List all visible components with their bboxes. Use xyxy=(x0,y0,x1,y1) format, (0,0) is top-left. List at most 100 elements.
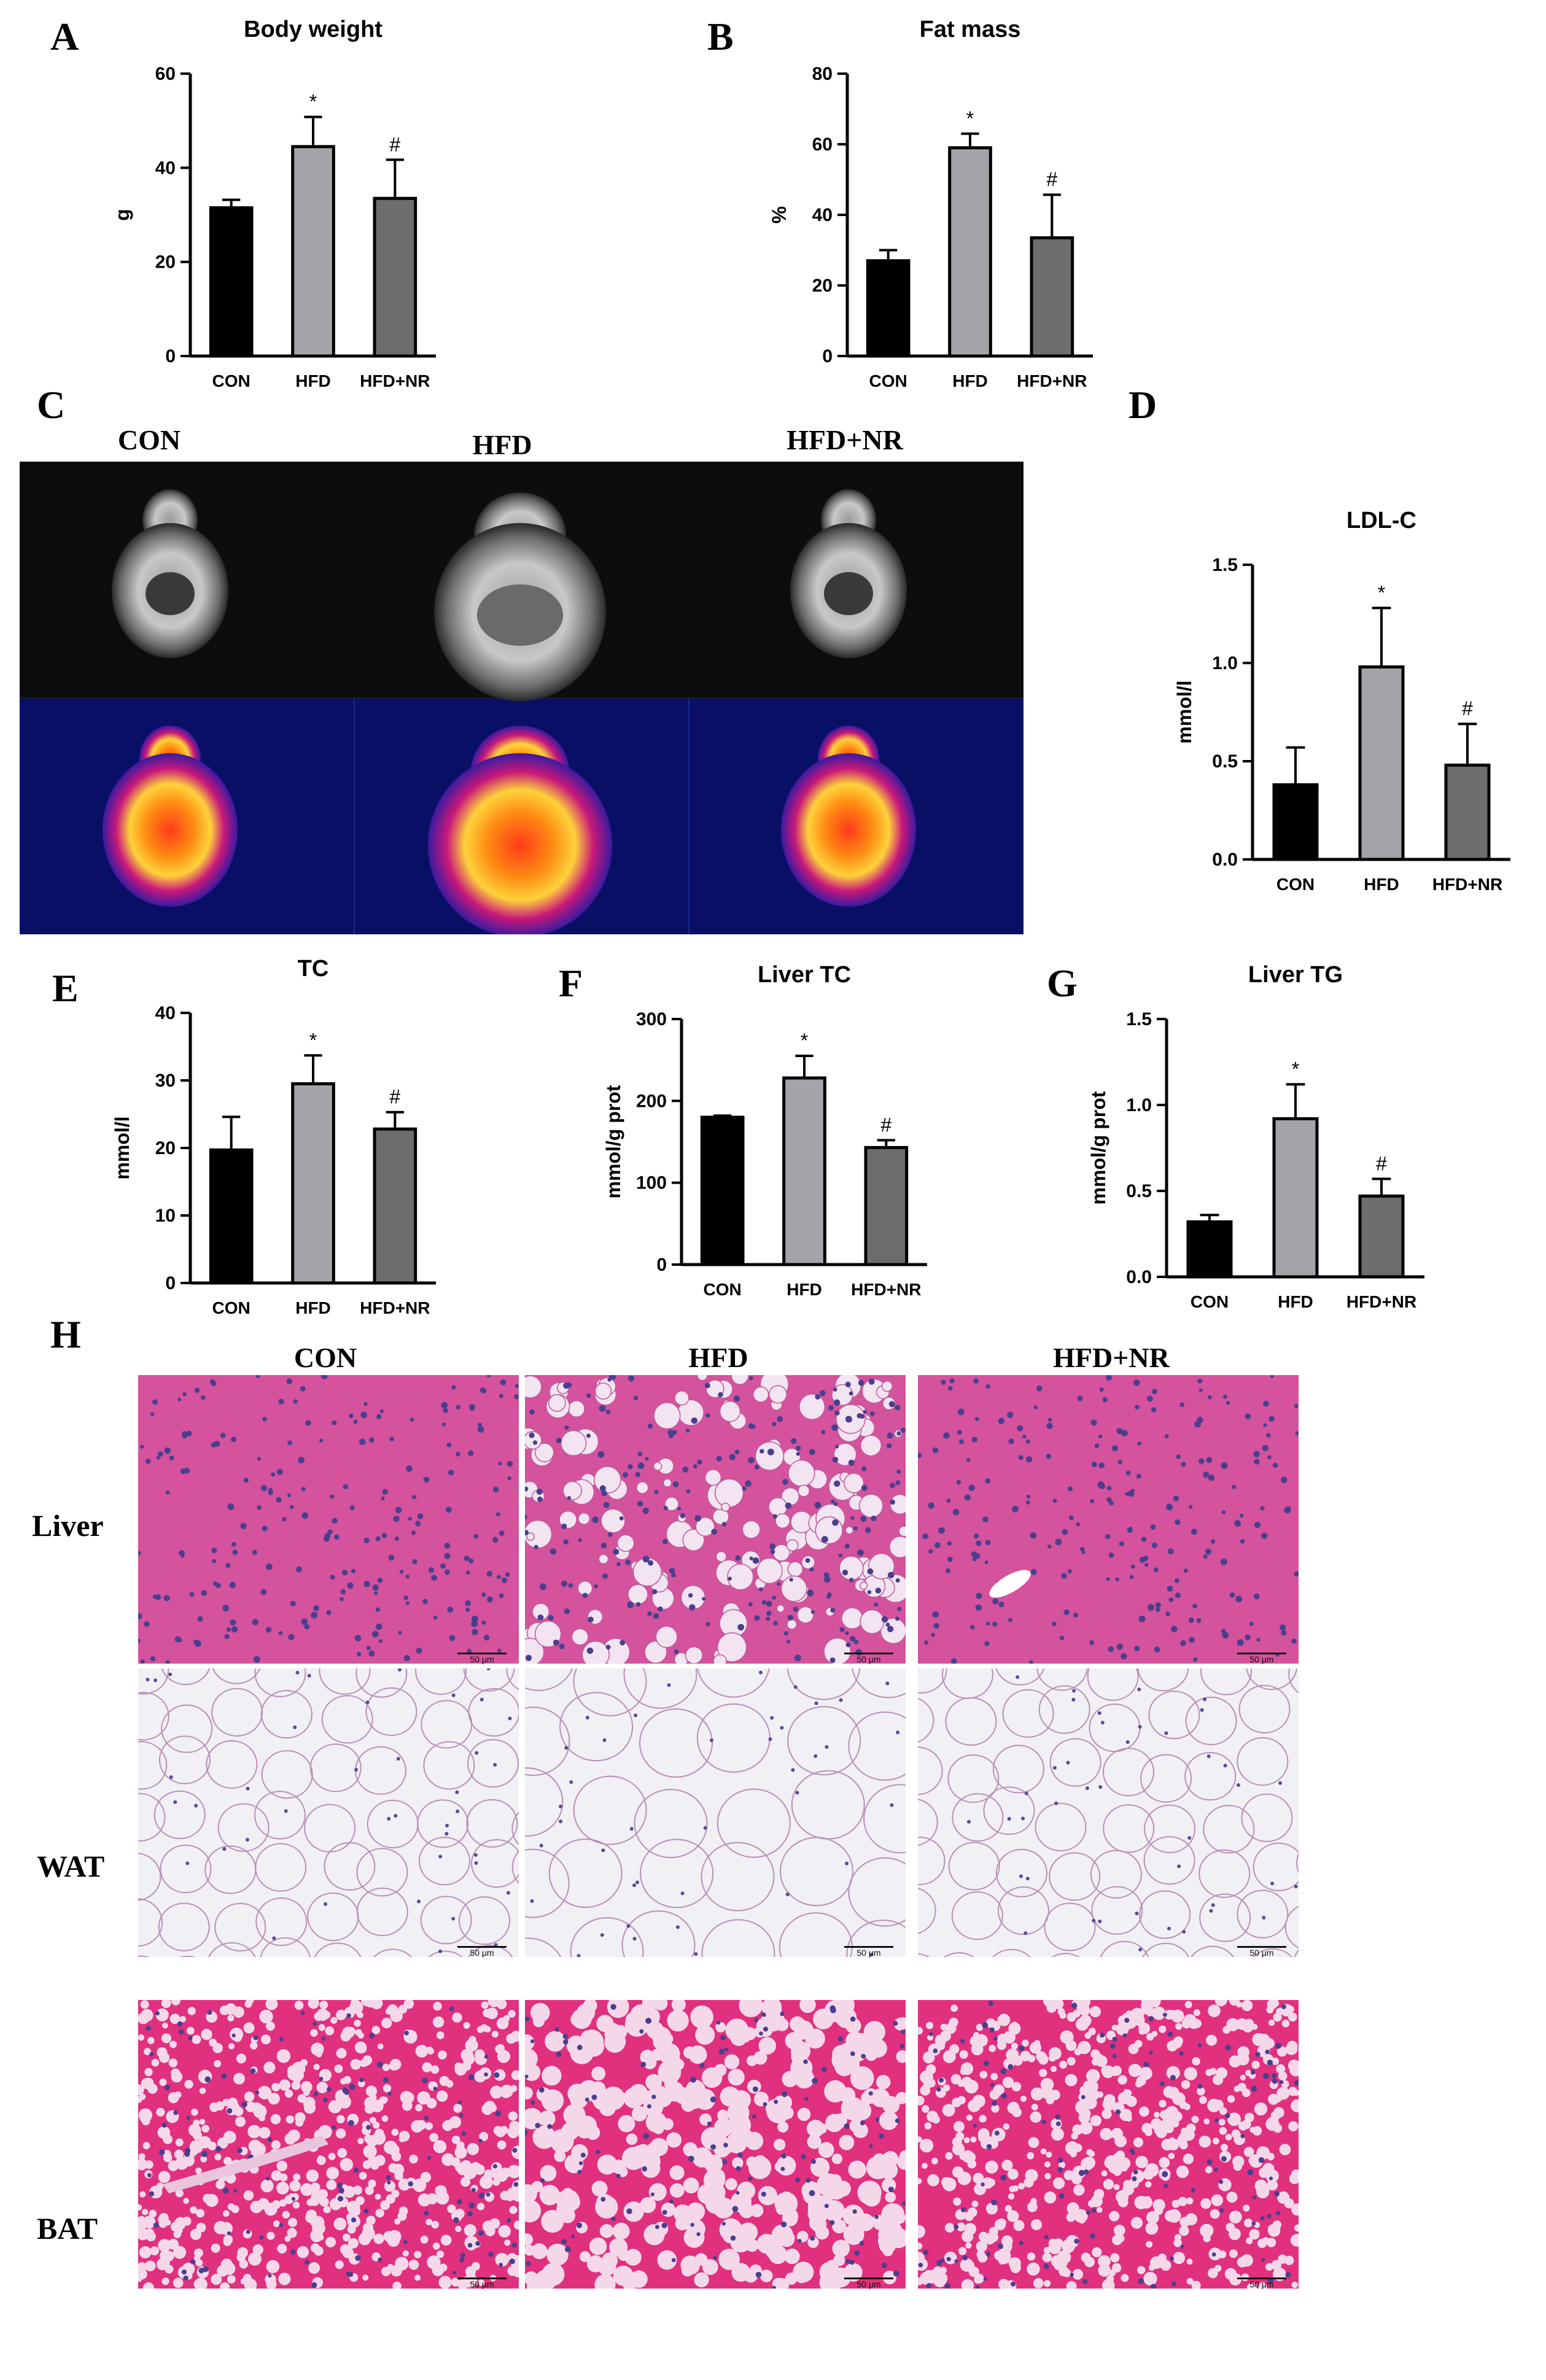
y-tick-label: 40 xyxy=(155,1003,176,1023)
histology-tile-liver-con xyxy=(138,1375,519,1664)
y-tick-label: 60 xyxy=(812,134,833,155)
chart-title: TC xyxy=(298,956,329,982)
hist-row-label-liver: Liver xyxy=(32,1508,104,1543)
x-tick-label: HFD+NR xyxy=(1432,875,1502,894)
mri-mouse-con-gray xyxy=(112,489,228,658)
scale-bar xyxy=(457,1946,507,1948)
y-tick-label: 0 xyxy=(165,1273,176,1293)
y-tick-label: 0 xyxy=(822,346,833,366)
scale-bar xyxy=(1237,2277,1286,2279)
y-tick-label: 60 xyxy=(155,64,176,84)
bar-hfd-nr xyxy=(373,196,418,358)
x-tick-label: CON xyxy=(869,371,907,390)
y-tick-label: 0.0 xyxy=(1212,850,1238,870)
x-tick-label: HFD xyxy=(295,1298,331,1317)
histology-tile-liver-hfd-nr xyxy=(918,1375,1299,1664)
scale-bar xyxy=(457,1653,507,1654)
bar-hfd-nr xyxy=(1444,763,1491,861)
panel-letter-d: D xyxy=(1128,383,1157,427)
y-axis-label: mmol/g prot xyxy=(602,1085,624,1198)
bar-hfd xyxy=(1272,1117,1319,1279)
bar-con xyxy=(1186,1220,1233,1279)
scale-bar-label: 50 μm xyxy=(857,2279,881,2289)
y-axis-label: % xyxy=(768,206,790,223)
y-tick-label: 1.0 xyxy=(1126,1095,1152,1115)
mri-mouse-con-fat xyxy=(103,726,238,907)
y-tick-label: 200 xyxy=(636,1091,667,1111)
y-axis-label: mmol/l xyxy=(1173,680,1195,743)
histology-tile-bat-hfd xyxy=(525,2000,906,2289)
chart-title: Fat mass xyxy=(920,17,1021,42)
liver-tg-chart: Liver TG 0.0 0.5 1.0 1.5 mmol/g prot CON * HFD # H… xyxy=(1068,958,1449,1326)
histology-tile-wat-hfd xyxy=(525,1669,906,1957)
y-tick-label: 10 xyxy=(155,1206,176,1226)
mri-col-label-con: CON xyxy=(117,424,181,455)
scale-bar-label: 50 μm xyxy=(470,1948,494,1958)
x-tick-label: HFD xyxy=(787,1280,822,1299)
mri-figure xyxy=(20,462,1024,937)
panel-letter-f: F xyxy=(559,961,583,1005)
panel-letter-c: C xyxy=(37,383,66,427)
x-tick-label: CON xyxy=(1191,1292,1229,1311)
y-axis-label: mmol/l xyxy=(111,1116,133,1179)
x-tick-label: CON xyxy=(212,371,251,390)
ldl-c-chart: LDL-C 0.0 0.5 1.0 1.5 mmol/l CON * HFD # HFD+NR xyxy=(1154,503,1535,909)
x-tick-label: HFD xyxy=(1364,875,1399,894)
scale-bar xyxy=(844,1653,893,1654)
mri-mouse-hfd-fat xyxy=(428,726,612,937)
panel-letter-a: A xyxy=(50,15,79,58)
x-tick-label: CON xyxy=(1276,875,1315,894)
y-tick-label: 30 xyxy=(155,1071,176,1091)
scale-bar xyxy=(844,2277,893,2279)
significance-mark: # xyxy=(1046,168,1057,190)
y-tick-label: 1.5 xyxy=(1212,555,1238,575)
bar-hfd-nr xyxy=(373,1127,418,1285)
mri-mouse-hfd-gray xyxy=(434,492,606,701)
panel-letter-e: E xyxy=(52,966,79,1010)
scale-bar-label: 50 μm xyxy=(470,1654,494,1664)
chart-title: Body weight xyxy=(244,17,383,42)
x-tick-label: HFD+NR xyxy=(360,1298,430,1317)
histology-tile-wat-con xyxy=(138,1669,519,1957)
hist-col-label-con: CON xyxy=(293,1342,357,1373)
x-tick-label: HFD xyxy=(952,371,988,390)
mri-col-label-hfd-nr: HFD+NR xyxy=(787,424,903,455)
significance-mark: * xyxy=(801,1029,808,1052)
bar-con xyxy=(866,259,911,358)
panel-letter-b: B xyxy=(707,15,734,58)
scale-bar-label: 50 μm xyxy=(1249,2279,1274,2289)
x-tick-label: HFD+NR xyxy=(851,1280,921,1299)
significance-mark: # xyxy=(389,133,400,155)
chart-title: Liver TG xyxy=(1248,962,1343,988)
x-tick-label: CON xyxy=(212,1298,251,1317)
chart-title: LDL-C xyxy=(1346,508,1416,533)
y-tick-label: 20 xyxy=(812,276,833,296)
significance-mark: * xyxy=(1292,1058,1299,1080)
scale-bar xyxy=(457,2277,507,2279)
scale-bar-label: 50 μm xyxy=(1249,1654,1274,1664)
histology-tile-bat-hfd-nr xyxy=(918,2000,1299,2289)
y-tick-label: 0 xyxy=(165,346,176,366)
scale-bar-label: 50 μm xyxy=(857,1654,881,1664)
significance-mark: # xyxy=(1376,1152,1387,1174)
bar-hfd xyxy=(291,145,335,358)
y-tick-label: 300 xyxy=(636,1009,667,1029)
fat-mass-chart: Fat mass 0 20 40 60 80% CON * HFD # HFD+NR xyxy=(749,12,1117,405)
body-weight-chart: Body weight 0 20 40 60 g CON * HFD # HFD+NR xyxy=(92,12,460,405)
bar-hfd xyxy=(291,1082,335,1285)
y-tick-label: 80 xyxy=(812,64,833,84)
bar-hfd xyxy=(948,146,992,358)
y-tick-label: 20 xyxy=(155,252,176,273)
y-axis-label: g xyxy=(111,209,133,221)
x-tick-label: HFD xyxy=(295,371,331,390)
y-tick-label: 0.5 xyxy=(1126,1181,1152,1201)
y-tick-label: 0.0 xyxy=(1126,1267,1152,1287)
x-tick-label: HFD xyxy=(1278,1292,1313,1311)
x-tick-label: HFD+NR xyxy=(360,371,430,390)
bar-con xyxy=(209,1148,254,1285)
histology-tile-liver-hfd xyxy=(525,1375,906,1664)
x-tick-label: HFD+NR xyxy=(1346,1292,1416,1311)
y-tick-label: 1.0 xyxy=(1212,653,1238,673)
y-tick-label: 40 xyxy=(155,158,176,178)
significance-mark: # xyxy=(880,1114,891,1136)
